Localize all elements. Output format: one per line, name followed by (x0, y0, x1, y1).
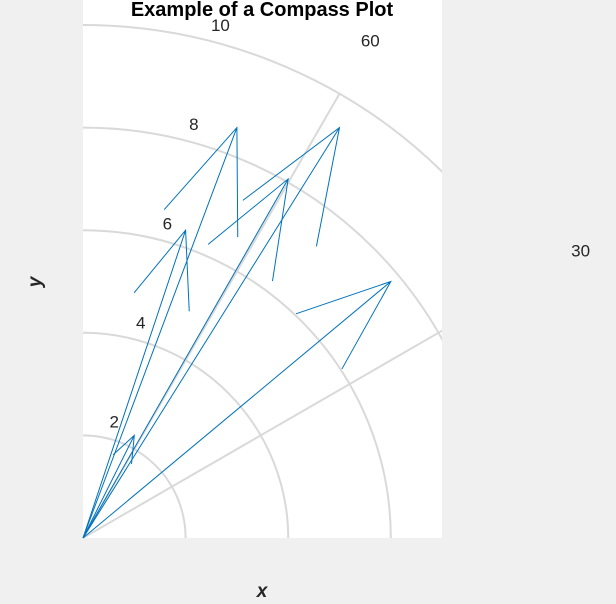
vector-arrow-6 (82, 280, 392, 539)
x-axis-label: x (256, 581, 269, 602)
plot-background (83, 0, 442, 538)
grid-circle-10 (83, 24, 442, 174)
grid-spoke-30 (83, 329, 442, 538)
polar-grid (83, 24, 442, 538)
radial-tick-label-4: 4 (136, 313, 145, 332)
tick-labels: 2 4 6 8 10 30 60 (109, 16, 590, 431)
radial-tick-label-6: 6 (163, 214, 172, 233)
vector-arrow-2 (82, 228, 190, 539)
radial-tick-label-10: 10 (211, 16, 230, 35)
vector-arrow-1 (82, 434, 135, 539)
grid-circle-4 (83, 331, 290, 538)
angle-tick-label-60: 60 (361, 31, 380, 50)
y-axis-label: y (25, 275, 46, 288)
vector-arrows (82, 126, 392, 539)
radial-tick-label-2: 2 (109, 413, 118, 432)
grid-circle-6 (83, 229, 392, 538)
vector-arrow-5 (82, 126, 341, 539)
chart-title: Example of a Compass Plot (131, 0, 394, 21)
grid-circle-8 (83, 126, 442, 342)
grid-circle-2 (83, 434, 187, 538)
vector-arrow-4 (82, 177, 289, 539)
radial-tick-label-8: 8 (189, 115, 198, 134)
vector-arrow-3 (82, 126, 239, 539)
angle-tick-label-30: 30 (571, 242, 590, 261)
